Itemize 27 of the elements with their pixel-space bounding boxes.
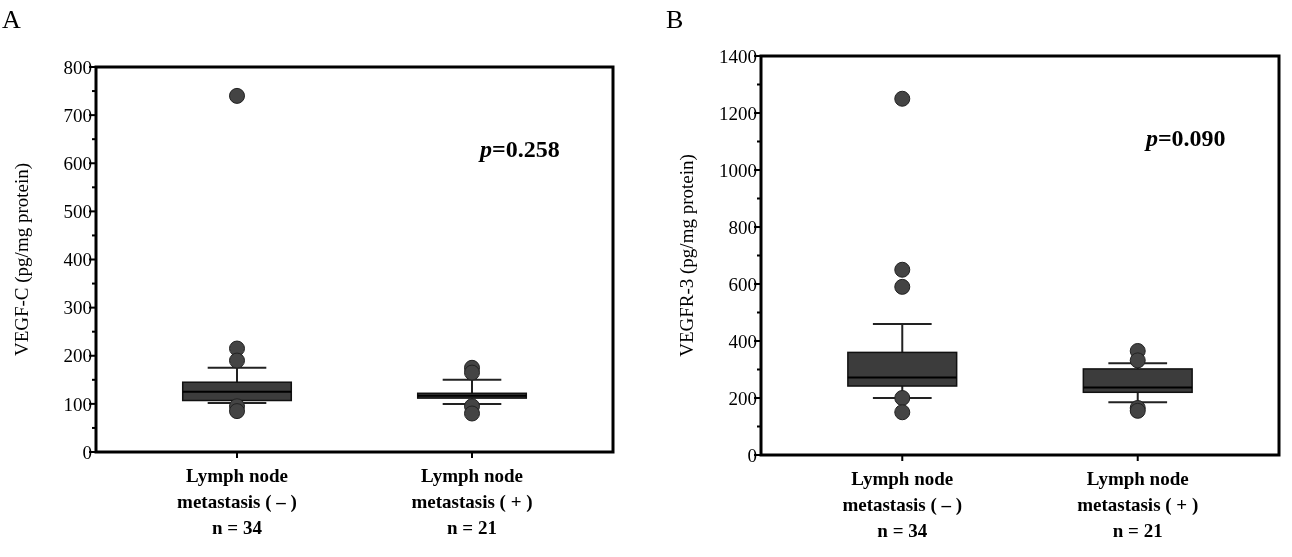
chart-title: B bbox=[666, 5, 684, 34]
y-tick-label: 800 bbox=[728, 216, 757, 238]
y-tick-label: 600 bbox=[728, 273, 757, 295]
y-tick-label: 600 bbox=[63, 152, 92, 174]
y-axis-title: VEGF-C (pg/mg protein) bbox=[11, 162, 33, 357]
y-axis-title: VEGFR-3 (pg/mg protein) bbox=[676, 154, 698, 357]
y-tick-label: 700 bbox=[63, 104, 92, 126]
y-tick-label: 800 bbox=[63, 56, 92, 78]
x-tick-label: Lymph node metastasis ( – ) n = 34 bbox=[842, 468, 963, 541]
y-tick-label: 100 bbox=[63, 393, 92, 415]
chart-title: A bbox=[2, 5, 21, 34]
x-tick-label: Lymph node metastasis ( + ) n = 21 bbox=[411, 465, 533, 538]
y-tick-label: 400 bbox=[63, 249, 92, 271]
annotation: p=0.090 bbox=[1143, 125, 1226, 151]
y-tick-label: 200 bbox=[728, 387, 757, 409]
y-tick-label: 500 bbox=[63, 201, 92, 223]
y-tick-label: 1000 bbox=[719, 159, 757, 181]
y-tick-label: 200 bbox=[63, 345, 92, 367]
y-tick-label: 400 bbox=[728, 330, 757, 352]
x-tick-label: Lymph node metastasis ( – ) n = 34 bbox=[177, 465, 297, 538]
annotation: p=0.258 bbox=[478, 136, 560, 162]
y-tick-label: 300 bbox=[63, 297, 92, 319]
y-tick-label: 1200 bbox=[719, 102, 757, 124]
y-tick-label: 0 bbox=[747, 444, 757, 466]
y-tick-label: 0 bbox=[82, 441, 92, 463]
y-tick-label: 1400 bbox=[719, 45, 757, 67]
x-tick-label: Lymph node metastasis ( + ) n = 21 bbox=[1077, 468, 1199, 541]
